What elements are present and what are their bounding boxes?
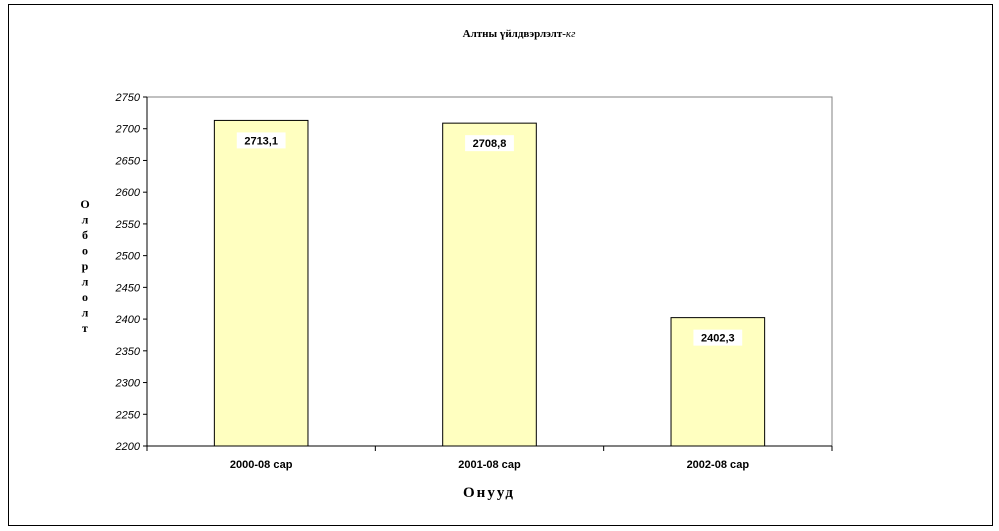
- y-axis-label-char: л: [82, 275, 89, 289]
- data-label: 2713,1: [244, 135, 278, 147]
- y-axis-label-char: О: [80, 197, 89, 211]
- chart-title: Алтны үйлдвэрлэлт-кг: [463, 28, 576, 40]
- y-tick-label: 2300: [115, 378, 141, 390]
- bar: [442, 122, 537, 447]
- x-tick-label: 2001-08 сар: [458, 459, 521, 471]
- y-axis-label-char: о: [82, 244, 88, 258]
- y-tick-label: 2750: [115, 92, 141, 104]
- y-tick-label: 2200: [115, 441, 141, 453]
- y-axis-label-char: б: [82, 228, 88, 242]
- y-axis-label-char: л: [82, 306, 89, 320]
- y-axis-label-char: р: [82, 259, 89, 273]
- data-label: 2708,8: [473, 138, 507, 150]
- data-label-bg: [236, 132, 286, 149]
- chart-title-text: Алтны үйлдвэрлэлт-: [463, 28, 567, 40]
- chart-frame: Алтны үйлдвэрлэлт-кг 2200 2250 2300 2350 240…: [8, 4, 993, 526]
- chart-title-unit: кг: [566, 28, 576, 40]
- y-axis: 2200 2250 2300 2350 2400 2450 2500 2550 2600 2650…: [115, 92, 148, 453]
- data-label-bg: [693, 329, 743, 346]
- y-tick-label: 2600: [115, 187, 141, 199]
- y-tick-label: 2650: [115, 155, 141, 167]
- y-axis-label-char: о: [82, 290, 88, 304]
- data-label: 2402,3: [701, 333, 735, 345]
- y-tick-label: 2450: [115, 282, 141, 294]
- y-tick-label: 2700: [115, 124, 141, 136]
- x-tick-label: 2000-08 сар: [230, 459, 293, 471]
- y-axis-label-char: л: [82, 213, 89, 227]
- x-axis-label: Онууд: [463, 485, 515, 501]
- x-axis: 2000-08 сар 2001-08 сар 2002-08 сар: [146, 445, 833, 471]
- bar-chart: Алтны үйлдвэрлэлт-кг 2200 2250 2300 2350 240…: [80, 28, 833, 501]
- y-tick-label: 2550: [115, 219, 141, 231]
- y-tick-label: 2500: [115, 251, 141, 263]
- data-label-bg: [465, 135, 514, 152]
- bars: [213, 119, 766, 447]
- y-tick-label: 2350: [115, 346, 141, 358]
- data-labels: 2713,1 2708,8 2402,3: [236, 132, 743, 346]
- y-tick-label: 2400: [115, 314, 141, 326]
- y-tick-label: 2250: [115, 409, 141, 421]
- y-axis-label-char: т: [82, 321, 88, 335]
- bar: [213, 119, 309, 447]
- x-tick-label: 2002-08 сар: [687, 459, 750, 471]
